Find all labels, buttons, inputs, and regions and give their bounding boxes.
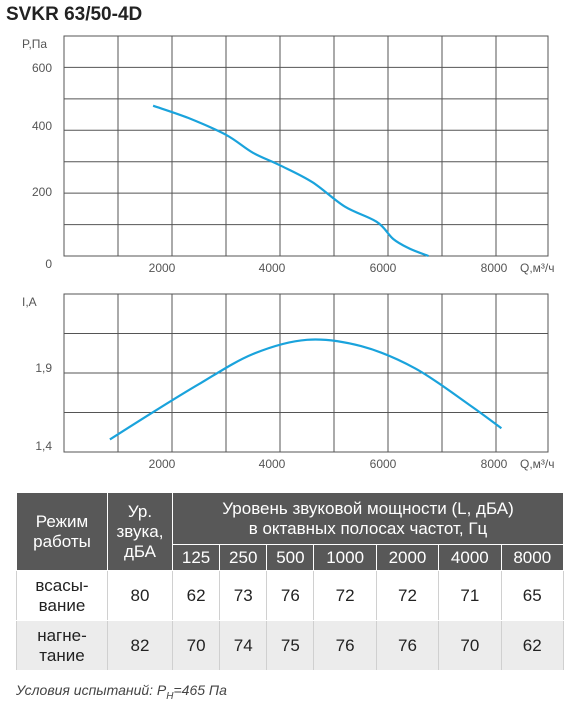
value-cell: 70: [438, 620, 502, 671]
value-cell: 65: [500, 570, 564, 621]
test-conditions-note: Условия испытаний: PН=465 Па: [16, 682, 227, 702]
value-cell: 74: [219, 620, 268, 671]
note-text: Условия испытаний: P: [16, 682, 167, 698]
mode-cell: нагне-тание: [16, 620, 108, 671]
freq-header: 2000: [375, 544, 440, 571]
freq-header: 4000: [438, 544, 502, 571]
power-header-line2: в октавных полосах частот, Гц: [248, 518, 488, 538]
x-axis-label: Q,м³/ч: [520, 457, 555, 471]
value-cell: 72: [375, 570, 440, 621]
series-line: [152, 104, 429, 258]
charts-svg: 2000 4000 6000 8000 Q,м³/ч 0 200 400 600 P,Па 2000…: [22, 35, 555, 471]
power-header-line1: Уровень звуковой мощности (L, дБА): [222, 498, 514, 518]
x-tick-label: 4000: [259, 457, 286, 471]
x-tick-label: 2000: [149, 457, 176, 471]
y-tick-label: 200: [32, 185, 52, 199]
value-cell: 76: [266, 570, 315, 621]
note-subscript: Н: [166, 690, 174, 702]
value-cell: 62: [500, 620, 564, 671]
y-tick-label: 0: [45, 257, 52, 271]
freq-header: 1000: [313, 544, 377, 571]
y-tick-label: 1,9: [35, 361, 52, 375]
x-tick-label: 4000: [259, 261, 286, 275]
y-tick-label: 1,4: [35, 439, 52, 453]
x-tick-label: 6000: [370, 457, 397, 471]
x-tick-label: 8000: [481, 457, 508, 471]
freq-header: 8000: [500, 544, 564, 571]
plot-frame: [63, 35, 549, 257]
x-tick-label: 8000: [481, 261, 508, 275]
value-cell: 71: [438, 570, 502, 621]
x-tick-label: 2000: [149, 261, 176, 275]
sound-table: Режим работы Ур. звука, дБА Уровень звук…: [16, 492, 564, 671]
note-tail: =465 Па: [173, 682, 227, 698]
power-header: Уровень звуковой мощности (L, дБА) в окт…: [172, 492, 564, 545]
mode-header: Режим работы: [16, 492, 108, 571]
value-cell: 76: [375, 620, 440, 671]
y-axis-label: P,Па: [22, 37, 47, 51]
x-axis-label: Q,м³/ч: [520, 261, 555, 275]
table-row: нагне-тание 82 70 74 75 76 76 70 62: [16, 620, 564, 671]
mode-cell: всасы-вание: [16, 570, 108, 621]
level-cell: 82: [107, 620, 173, 671]
chart-title: SVKR 63/50-4D: [6, 4, 143, 25]
y-axis-label: I,A: [22, 295, 37, 309]
table-row: всасы-вание 80 62 73 76 72 72 71 65: [16, 570, 564, 621]
value-cell: 76: [313, 620, 377, 671]
y-tick-label: 600: [32, 61, 52, 75]
value-cell: 62: [171, 570, 221, 621]
freq-header: 250: [219, 544, 268, 571]
value-cell: 75: [266, 620, 315, 671]
value-cell: 73: [219, 570, 268, 621]
value-cell: 72: [313, 570, 377, 621]
freq-header: 500: [266, 544, 315, 571]
series-line: [109, 338, 503, 441]
y-tick-label: 400: [32, 119, 52, 133]
freq-header: 125: [171, 544, 221, 571]
level-header: Ур. звука, дБА: [107, 492, 173, 571]
x-tick-label: 6000: [370, 261, 397, 275]
level-cell: 80: [107, 570, 173, 621]
value-cell: 70: [171, 620, 221, 671]
